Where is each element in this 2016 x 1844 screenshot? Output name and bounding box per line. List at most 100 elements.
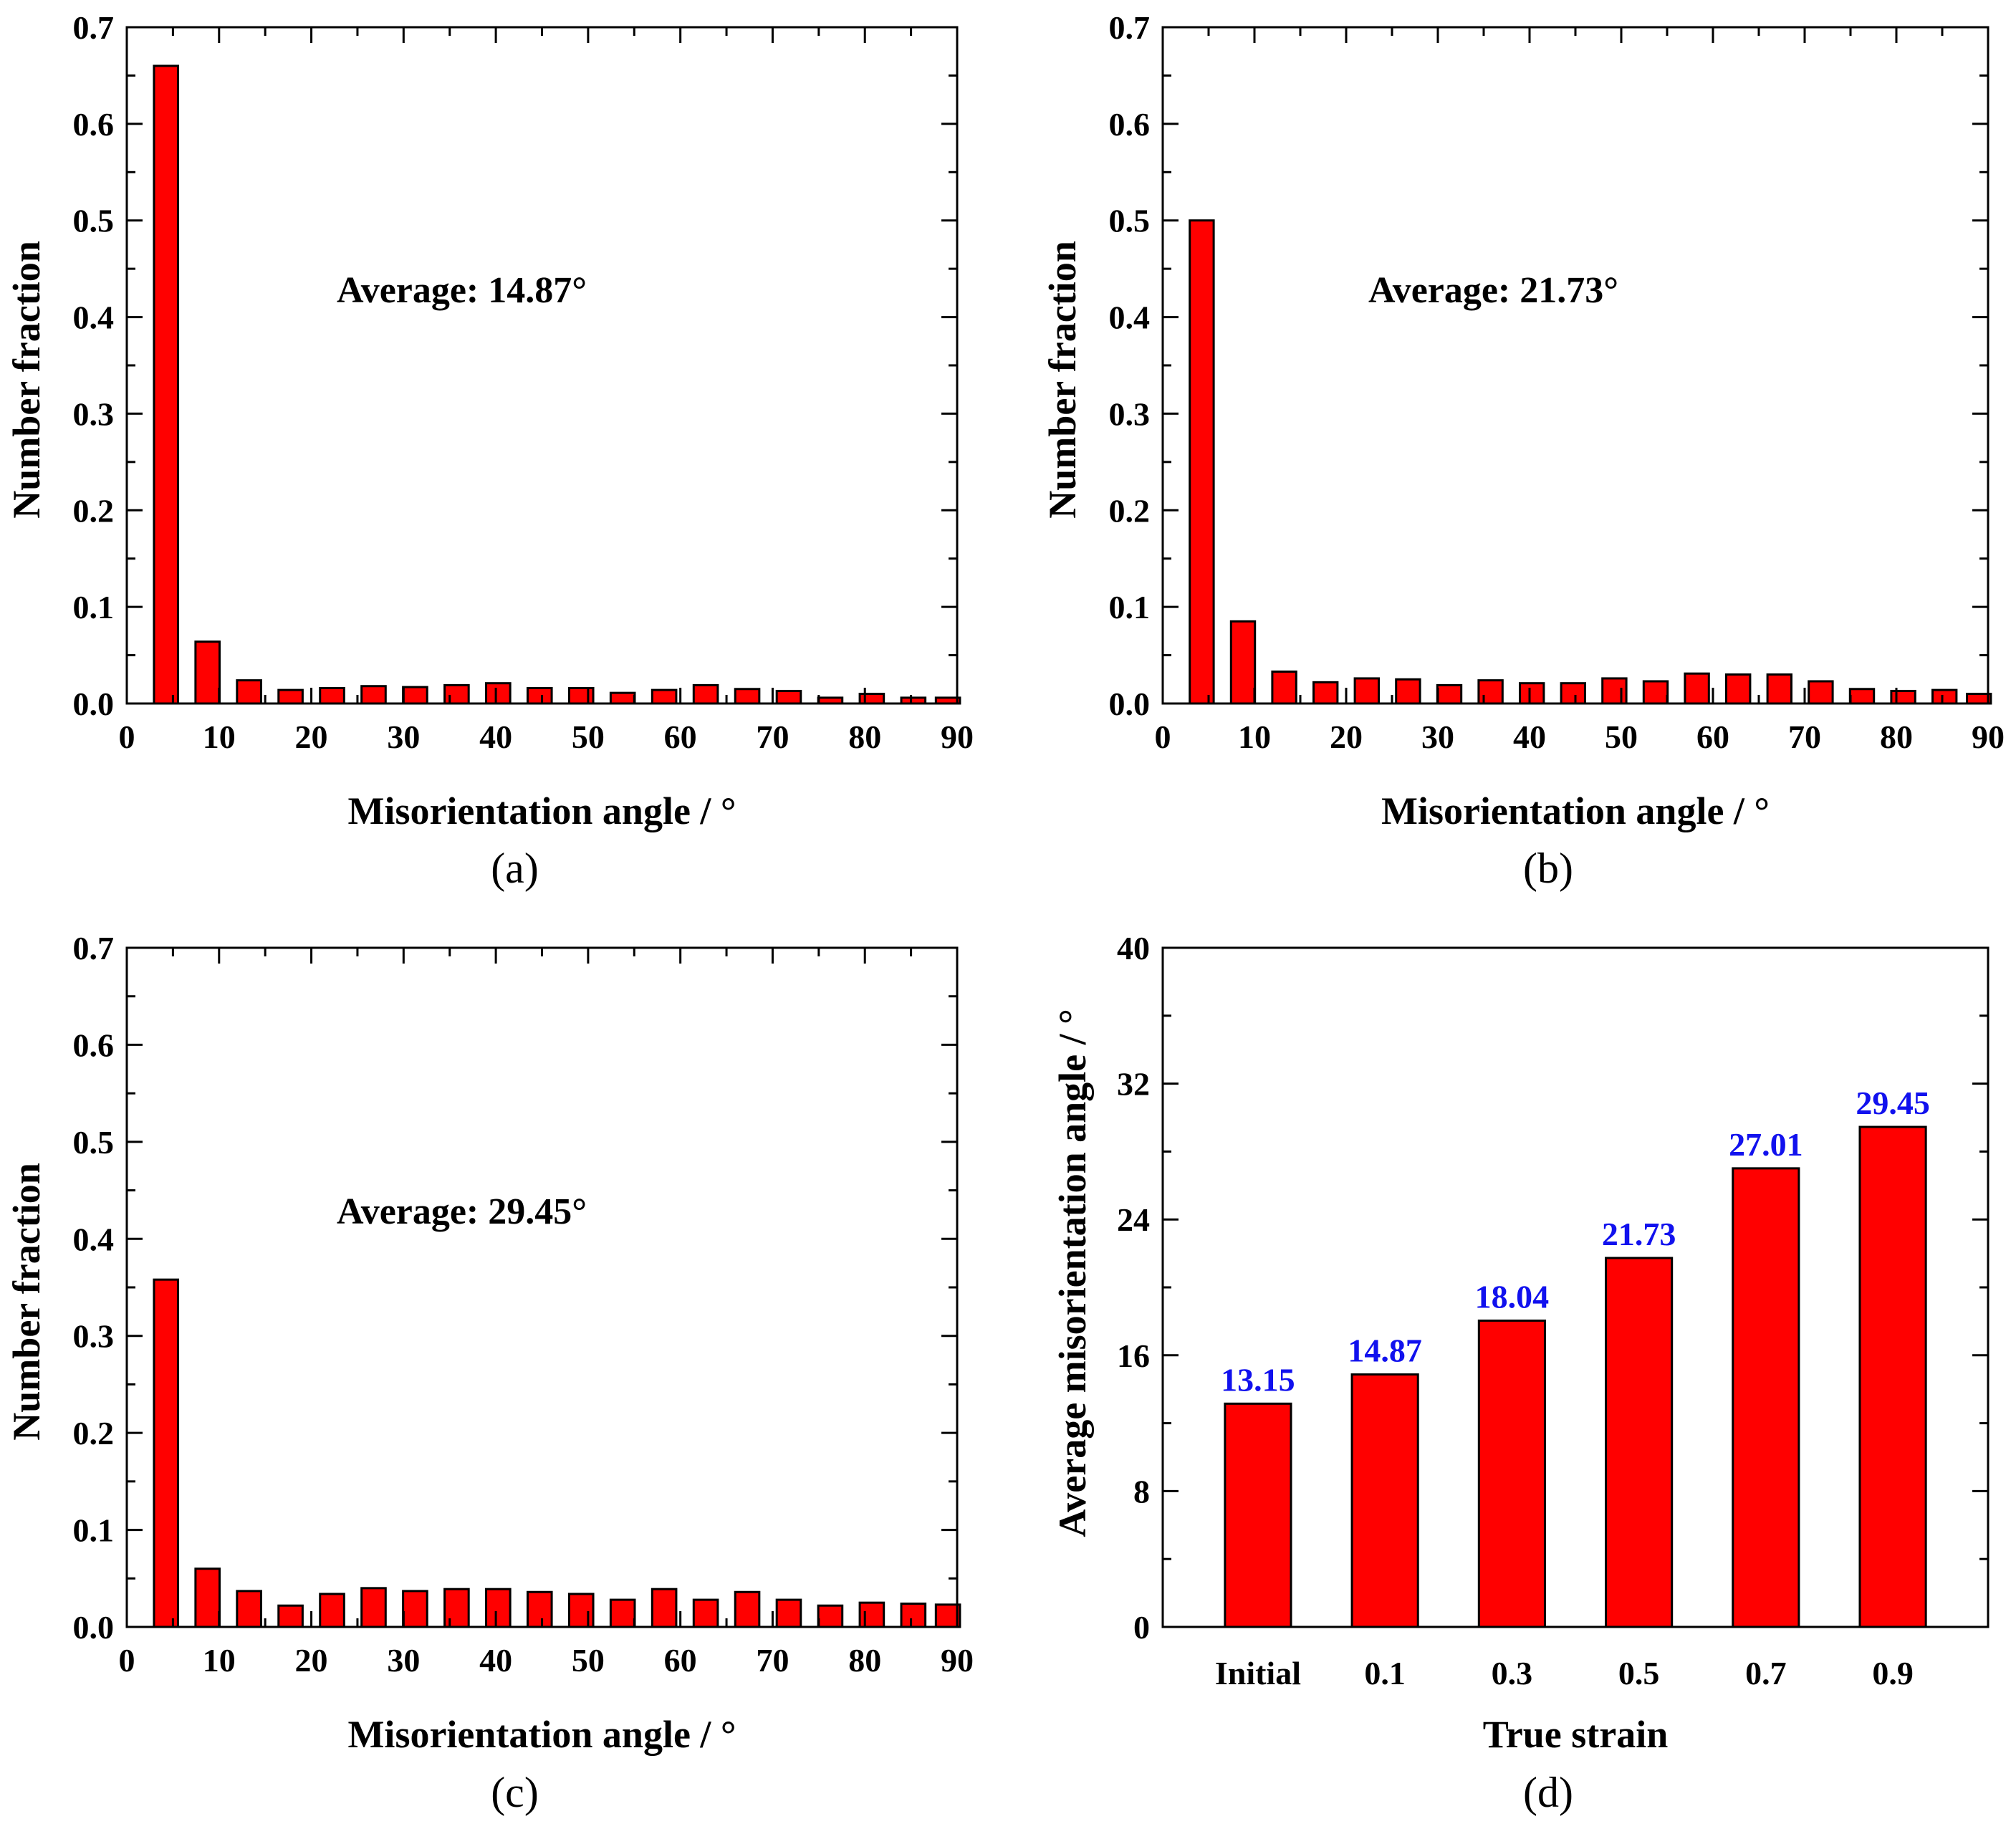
bar-value-label: 29.45: [1856, 1085, 1930, 1121]
y-tick-label: 0.0: [1109, 686, 1151, 722]
x-tick-label: 30: [387, 719, 420, 755]
y-tick-label: 0.4: [73, 1221, 115, 1257]
y-axis-label: Average misorientation angle / °: [1051, 1009, 1094, 1537]
histogram-bar: [485, 1588, 512, 1628]
histogram-bar: [609, 691, 636, 705]
histogram-bar: [194, 640, 221, 705]
x-tick-label: 20: [1330, 719, 1363, 755]
x-axis-label: Misorientation angle / °: [1381, 789, 1770, 832]
histogram-bar: [443, 1588, 470, 1628]
histogram-bar: [1312, 681, 1339, 705]
x-tick-label: 70: [1788, 719, 1821, 755]
x-tick-label: 60: [664, 1642, 697, 1679]
panel-label: (d): [1523, 1769, 1573, 1816]
histogram-bar: [1808, 680, 1834, 705]
histogram-bar: [485, 682, 512, 705]
y-tick-label: 0.7: [1109, 9, 1151, 46]
x-axis-label: Misorientation angle / °: [347, 1713, 736, 1756]
x-tick-label: 0.9: [1872, 1655, 1914, 1691]
x-tick-label: 10: [1238, 719, 1271, 755]
histogram-bar: [360, 1587, 387, 1628]
bar-value-label: 14.87: [1348, 1332, 1422, 1369]
bar-value-label: 13.15: [1221, 1361, 1295, 1398]
histogram-bar: [934, 1603, 961, 1628]
x-tick-label: 70: [756, 719, 789, 755]
plot-frame: [125, 946, 959, 1628]
y-axis-label: Number fraction: [5, 241, 48, 518]
x-tick-label: 90: [1972, 719, 2005, 755]
histogram-bar: [153, 64, 180, 705]
histogram-bar: [651, 1588, 678, 1628]
histogram-bar: [1229, 620, 1257, 705]
strain-bar: [1350, 1373, 1419, 1628]
histogram-bar: [651, 688, 678, 705]
y-tick-label: 0.7: [73, 930, 115, 966]
strain-bar: [1605, 1257, 1674, 1628]
x-tick-label: 30: [387, 1642, 420, 1679]
x-tick-label: 10: [203, 719, 236, 755]
x-tick-label: 0.7: [1745, 1655, 1787, 1691]
histogram-bar: [775, 689, 802, 705]
histogram-bar: [194, 1567, 221, 1628]
x-tick-label: 50: [1605, 719, 1638, 755]
x-tick-label: Initial: [1215, 1655, 1301, 1691]
histogram-bar: [402, 686, 428, 705]
histogram-bar: [734, 688, 761, 705]
x-tick-label: 80: [848, 1642, 881, 1679]
y-tick-label: 0.2: [73, 1415, 115, 1451]
histogram-bar: [1848, 688, 1876, 705]
histogram-bar: [1395, 678, 1421, 705]
plot-frame: [125, 26, 959, 705]
x-tick-label: 60: [664, 719, 697, 755]
y-tick-label: 0.5: [73, 203, 115, 239]
average-annotation: Average: 14.87°: [337, 270, 587, 311]
bar-value-label: 21.73: [1602, 1216, 1676, 1252]
average-annotation: Average: 21.73°: [1368, 270, 1618, 311]
histogram-bar: [277, 1604, 304, 1628]
histogram-bar: [1189, 219, 1215, 705]
y-tick-label: 0.6: [73, 1027, 115, 1063]
panel-d: 13.15 Initial 14.87 0.1 18.04 0.3 21.73 0.5 27.0…: [1051, 930, 1989, 1816]
histogram-bar: [692, 1598, 719, 1628]
histogram-bar: [1560, 682, 1587, 705]
y-tick-label: 0.5: [1109, 203, 1151, 239]
x-tick-label: 0.5: [1618, 1655, 1660, 1691]
y-tick-label: 8: [1133, 1473, 1150, 1509]
y-tick-label: 0.1: [73, 589, 115, 625]
y-tick-label: 24: [1117, 1201, 1150, 1238]
y-tick-label: 16: [1117, 1338, 1150, 1374]
histogram-bar: [236, 679, 262, 705]
x-tick-label: 20: [295, 1642, 328, 1679]
x-tick-label: 90: [941, 719, 974, 755]
x-axis-label: True strain: [1483, 1713, 1668, 1756]
histogram-bar: [1766, 673, 1793, 705]
panel-label: (b): [1523, 845, 1573, 892]
x-tick-label: 90: [941, 1642, 974, 1679]
panel-label: (a): [491, 845, 539, 892]
panel-label: (c): [491, 1769, 539, 1816]
strain-bar: [1732, 1167, 1800, 1628]
x-tick-label: 0.3: [1492, 1655, 1533, 1691]
histogram-bar: [1642, 680, 1669, 705]
plot-frame: [1161, 26, 1989, 705]
histogram-bar: [900, 1602, 927, 1628]
histogram-bar: [858, 693, 885, 705]
y-tick-label: 40: [1117, 930, 1150, 966]
histogram-bar: [1724, 673, 1752, 705]
x-tick-label: 40: [1513, 719, 1546, 755]
y-tick-label: 0.0: [73, 686, 115, 722]
y-tick-label: 0.0: [73, 1609, 115, 1646]
histogram-bar: [526, 686, 553, 705]
histogram-bar: [1477, 679, 1504, 705]
histogram-bar: [1931, 688, 1958, 705]
panel-b: 0 10 20 30 40 50 60 70 80 90 0.0 0.1 0.2 0.3 0.4 0.5 0.6…: [1041, 9, 2005, 892]
y-tick-label: 0: [1133, 1609, 1150, 1646]
x-tick-label: 10: [203, 1642, 236, 1679]
histogram-bar: [402, 1590, 428, 1628]
x-tick-label: 80: [848, 719, 881, 755]
y-tick-label: 0.6: [73, 106, 115, 143]
y-tick-label: 0.7: [73, 9, 115, 46]
y-tick-label: 0.1: [1109, 589, 1151, 625]
y-tick-label: 0.2: [1109, 492, 1151, 529]
